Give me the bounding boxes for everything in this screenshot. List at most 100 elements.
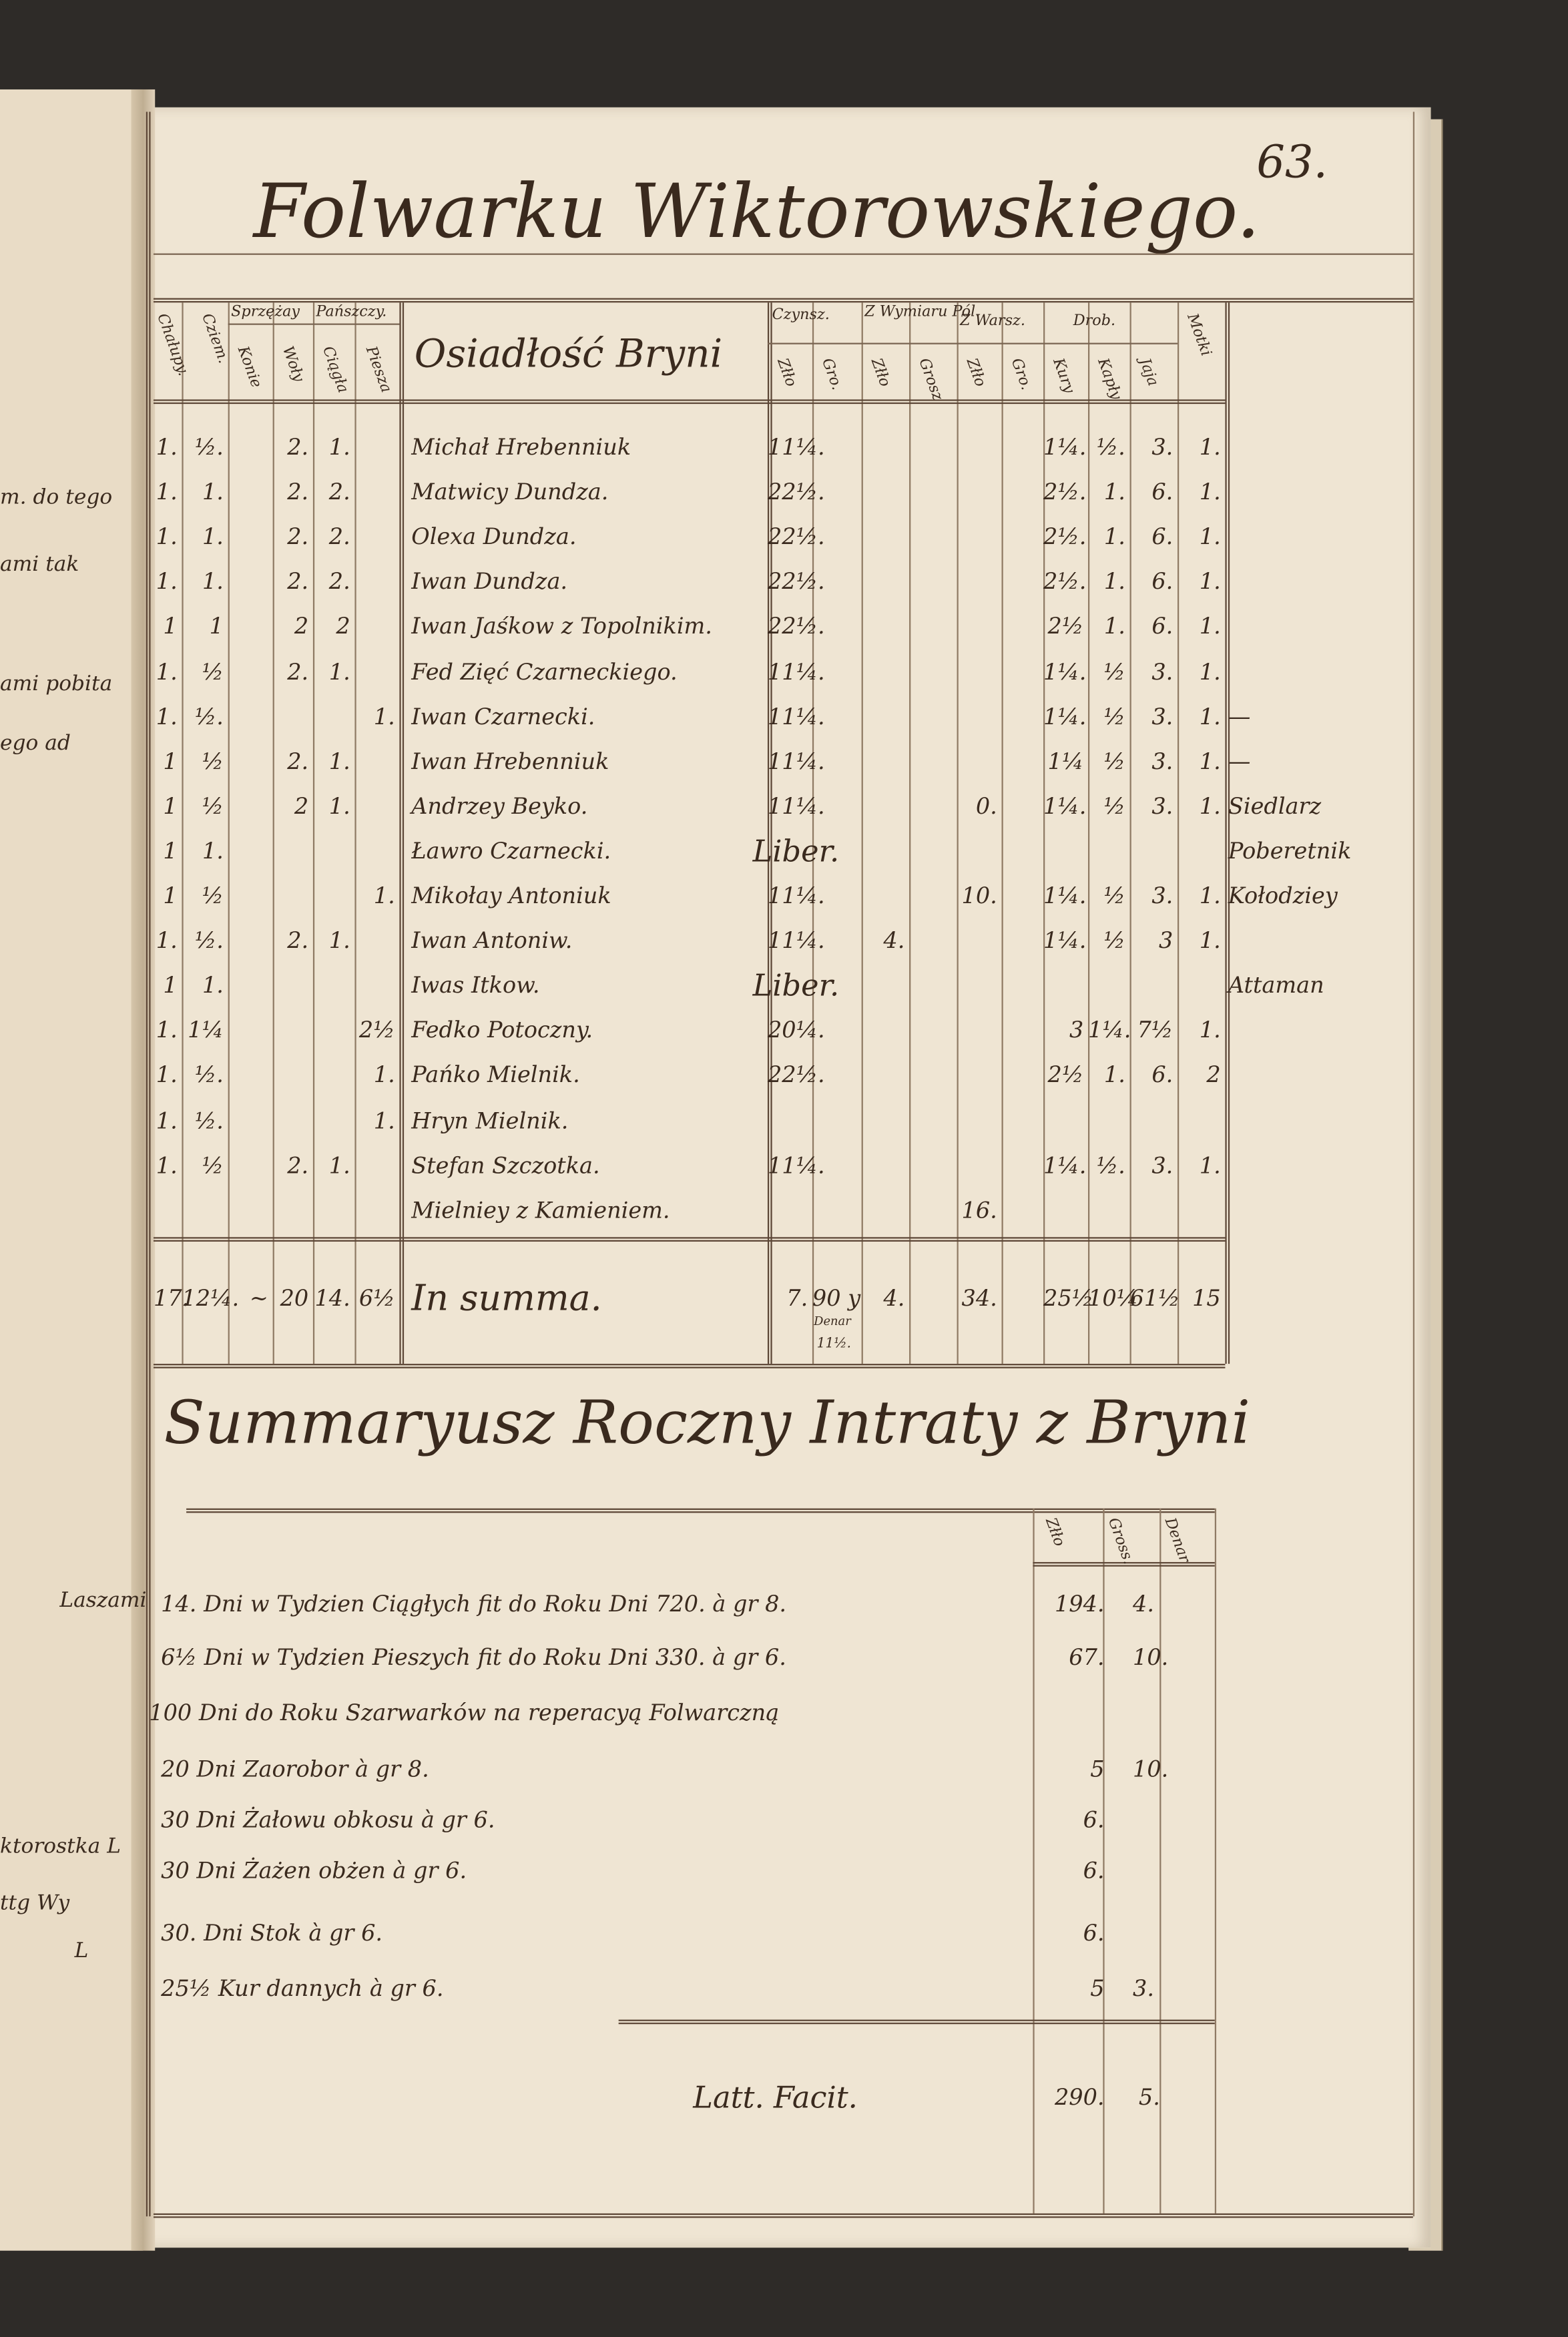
cell-woly: 2. <box>287 748 309 775</box>
header-sprzezaj: Sprzężay <box>231 304 300 321</box>
cell-war_zl: 34. <box>961 1284 997 1312</box>
denar-label: Denar <box>814 1314 851 1328</box>
column-divider <box>957 302 959 1364</box>
cell-ziemia: ½ <box>202 792 224 820</box>
cell-kury: 1¼. <box>1043 433 1087 461</box>
cell-czynsz_zl: 11¼. <box>767 792 825 820</box>
cell-ziemia: 1. <box>202 837 224 864</box>
column-divider <box>861 302 863 1364</box>
cell-ziemia: ½ <box>202 1151 224 1179</box>
cell-kury: 3 <box>1069 1017 1084 1044</box>
summary-row-text: 25½ Kur dannych à gr 6. <box>161 1975 444 2002</box>
cell-ciagla: 2. <box>328 523 350 551</box>
column-divider <box>1225 302 1230 1364</box>
summary-gr: 4. <box>1133 1590 1154 1617</box>
cell-kaply: 1. <box>1103 568 1125 595</box>
cell-ciagla: 1. <box>328 748 350 775</box>
cell-jaja: 3. <box>1151 882 1173 910</box>
header-wymiar: Z Wymiaru Pól. <box>864 304 981 321</box>
cell-chalupy: 1. <box>156 568 178 595</box>
cell-piesza: 6½ <box>358 1284 395 1312</box>
column-divider <box>399 302 405 1364</box>
cell-jaja: 3. <box>1151 792 1173 820</box>
column-divider <box>1088 302 1090 1364</box>
cell-jaja: 3. <box>1151 658 1173 686</box>
denar-value: 11½. <box>816 1336 852 1352</box>
cell-motki: 1. <box>1199 1017 1221 1044</box>
cell-ziemia: ½. <box>194 1106 224 1134</box>
cell-name: Ławro Czarnecki. <box>411 837 611 864</box>
cell-motki: 1. <box>1199 523 1221 551</box>
cell-ciagla: 2. <box>328 478 350 506</box>
cell-jaja: 3. <box>1151 433 1173 461</box>
cell-war_zl: 0. <box>975 792 997 820</box>
summary-total-gr: 5. <box>1138 2083 1160 2111</box>
cell-ziemia: 1. <box>202 972 224 999</box>
left-page-fragment: ami pobita <box>0 672 113 696</box>
cell-ciagla: 1. <box>328 927 350 955</box>
cell-kaply: ½ <box>1103 882 1125 910</box>
cell-chalupy: 1. <box>156 1017 178 1044</box>
cell-ziemia: ½. <box>194 703 224 730</box>
cell-kaply: ½ <box>1103 927 1125 955</box>
cell-czynsz_zl: 11¼. <box>767 703 825 730</box>
cell-chalupy: 1. <box>156 703 178 730</box>
summary-zlo: 5 <box>1090 1975 1105 2002</box>
cell-name: Matwicy Dundza. <box>411 478 609 506</box>
cell-woly: 2 <box>294 792 309 820</box>
cell-kaply: 1. <box>1103 478 1125 506</box>
left-page-fragment: Laszami <box>59 1589 147 1613</box>
page-bottom-rule <box>153 2213 1413 2218</box>
cell-woly: 2 <box>294 613 309 640</box>
cell-kury: 2½ <box>1047 613 1084 640</box>
cell-name: Mielniey z Kamieniem. <box>411 1196 670 1224</box>
cell-jaja: 3. <box>1151 1151 1173 1179</box>
cell-chalupy: 1. <box>156 478 178 506</box>
left-page-fragment: ego ad <box>0 732 71 756</box>
cell-woly: 2. <box>287 478 309 506</box>
cell-kury: 2½ <box>1047 1061 1084 1089</box>
left-page-fragment: m. do tego <box>0 485 113 510</box>
cell-czynsz_zl: Liber. <box>752 832 840 869</box>
cell-jaja: 6. <box>1151 613 1173 640</box>
left-page-fragment: ktorostka L <box>0 1834 121 1859</box>
cell-ziemia: 1. <box>202 568 224 595</box>
cell-kaply: 1. <box>1103 1061 1125 1089</box>
cell-motki: 1. <box>1199 478 1221 506</box>
cell-jaja: 3 <box>1158 927 1173 955</box>
cell-war_zl: 10. <box>961 882 997 910</box>
summary-top-rule <box>186 1508 1215 1513</box>
cell-name: Andrzey Beyko. <box>411 792 588 820</box>
cell-name: Iwas Itkow. <box>411 972 540 999</box>
cell-name: Fed Zięć Czarneckiego. <box>411 658 678 686</box>
cell-czynsz_zl: 11¼. <box>767 748 825 775</box>
column-divider <box>312 302 315 1364</box>
cell-chalupy: 1 <box>163 748 178 775</box>
page-border-right <box>1412 111 1415 2217</box>
cell-woly: 2. <box>287 433 309 461</box>
cell-kaply: ½ <box>1103 658 1125 686</box>
header-drob: Drob. <box>1073 312 1116 330</box>
cell-jaja: 7½ <box>1137 1017 1173 1044</box>
column-divider <box>1129 302 1131 1364</box>
book-spine <box>131 89 156 2251</box>
cell-ziemia: 1. <box>202 478 224 506</box>
header-name: Osiadłość Bryni <box>414 332 723 377</box>
summary-zlo: 194. <box>1054 1590 1105 1617</box>
cell-ciagla: 1. <box>328 658 350 686</box>
header-czynsz: Czynsz. <box>772 306 830 324</box>
column-divider <box>1043 302 1045 1364</box>
summary-row-text: 20 Dni Zaorobor à gr 8. <box>161 1756 429 1783</box>
cell-czynsz_zl: 20¼. <box>767 1017 825 1044</box>
cell-woly: 2. <box>287 523 309 551</box>
cell-czynsz_zl: 11¼. <box>767 927 825 955</box>
cell-kury: 25½ <box>1043 1284 1094 1312</box>
cell-czynsz_zl: 11¼. <box>767 1151 825 1179</box>
column-divider <box>1001 302 1003 1364</box>
title-rule <box>153 253 1413 255</box>
cell-chalupy: 1 <box>163 613 178 640</box>
table-bottom-rule <box>153 1364 1226 1368</box>
cell-kaply: 1. <box>1103 523 1125 551</box>
summary-row-text: 30 Dni Żażen obżen à gr 6. <box>161 1857 467 1884</box>
summary-total-label: Latt. Facit. <box>693 2079 858 2115</box>
